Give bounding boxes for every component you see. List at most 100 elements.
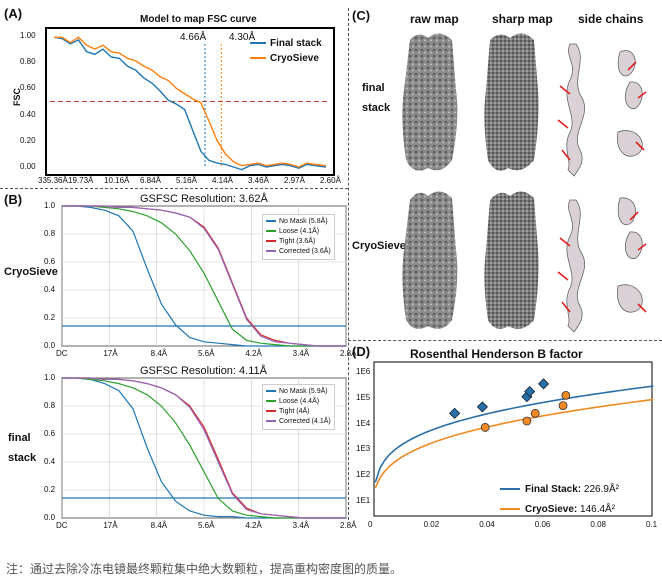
bfactor-point-final <box>538 378 550 390</box>
panel-d-frame <box>373 361 653 517</box>
a-ytick: 0.60 <box>20 83 36 93</box>
panel-c-row1-label: final stack <box>362 78 390 118</box>
a-xtick: 10.16Å <box>104 176 130 185</box>
legend-text: Loose (4.1Å) <box>279 228 320 235</box>
bfactor-point-cryosieve <box>480 423 490 432</box>
bfactor-point-cryosieve <box>561 390 571 400</box>
legend-swatch <box>266 400 276 403</box>
legend-swatch <box>266 240 276 243</box>
panel-b-bottom-title: GSFSC Resolution: 4.11Å <box>140 365 267 377</box>
a-ytick: 0.20 <box>20 135 36 145</box>
gsfsc-series-3 <box>62 377 346 519</box>
bfactor-point-final <box>524 385 536 398</box>
a-xtick: 5.16Å <box>176 176 197 185</box>
side-label-final: final <box>8 432 31 444</box>
bfactor-point-final <box>476 401 488 413</box>
legend-text: Corrected (4.1Å) <box>279 418 331 425</box>
legend-text: No Mask (5.8Å) <box>279 218 328 225</box>
panel-b-top-title: GSFSC Resolution: 3.62Å <box>140 193 268 205</box>
legend-final-stack: Final stack <box>270 38 322 49</box>
sharp-map-cryosieve <box>484 191 539 329</box>
row1-stack: stack <box>362 102 391 114</box>
panel-a-legend: Final stack CryoSieve <box>250 36 322 66</box>
gsfsc-legend-item: Loose (4.1Å) <box>266 227 331 237</box>
legend-swatch <box>266 420 276 423</box>
a-xtick: 335.36Å <box>38 176 68 185</box>
panel-d-legend: Final Stack: 226.9Å² CryoSieve: 146.4Å² <box>500 480 619 520</box>
panel-a-res-1: 4.66Å <box>180 32 207 43</box>
gsfsc-series-1 <box>62 205 346 347</box>
bfactor-point-cryosieve <box>522 416 532 426</box>
panel-a-xticks: 335.36Å 19.73Å 10.16Å 6.84Å 5.16Å 4.14Å 3.46Å 2… <box>0 176 348 188</box>
a-xtick: 19.73Å <box>68 176 94 185</box>
divider-right <box>348 340 662 341</box>
gsfsc-legend-item: Corrected (3.6Å) <box>266 247 331 257</box>
a-ytick: 0.80 <box>20 57 36 67</box>
panel-b-bottom-legend: No Mask (5.9Å) Loose (4.4Å) Tight (4Å) Corr… <box>262 384 335 430</box>
gsfsc-legend-item: No Mask (5.8Å) <box>266 217 331 227</box>
legend-swatch <box>266 390 276 393</box>
a-xtick: 3.46Å <box>248 176 269 185</box>
raw-map-final <box>402 33 458 171</box>
panel-b-top-side-label: CryoSieve <box>4 266 58 278</box>
legend-swatch-final-d <box>500 488 520 491</box>
legend-swatch-cryosieve <box>250 57 266 60</box>
gsfsc-legend-item: No Mask (5.9Å) <box>266 387 331 397</box>
divider-vertical <box>348 8 349 520</box>
legend-d-final-name: Final Stack: <box>525 484 582 495</box>
legend-d-cryo-name: CryoSieve: <box>525 504 578 515</box>
gsfsc-legend-item: Tight (4Å) <box>266 407 331 417</box>
legend-swatch <box>266 230 276 233</box>
divider-left <box>0 188 348 189</box>
a-xtick: 2.60Å <box>320 176 341 185</box>
legend-d-final-value: 226.9Å² <box>583 484 619 495</box>
panel-b-bottom-side-label: final stack <box>8 428 36 468</box>
legend-swatch <box>266 410 276 413</box>
legend-cryosieve: CryoSieve <box>270 53 319 64</box>
legend-text: Tight (4Å) <box>279 408 310 415</box>
legend-text: Corrected (3.6Å) <box>279 248 331 255</box>
side-label-stack: stack <box>8 452 37 464</box>
bfactor-fit-cryosieve <box>374 398 654 489</box>
col-header-sharp: sharp map <box>492 12 553 26</box>
panel-c-label: (C) <box>352 8 371 23</box>
col-header-side: side chains <box>578 12 644 26</box>
panel-a-title: Model to map FSC curve <box>140 14 257 25</box>
panel-b-label: (B) <box>4 192 23 207</box>
bfactor-fit-final <box>374 385 654 483</box>
legend-text: No Mask (5.9Å) <box>279 388 328 395</box>
row1-final: final <box>362 82 385 94</box>
figure-caption: 注：通过去除冷冻电镜最终颗粒集中绝大数颗粒，提高重构密度图的质量。 <box>6 562 403 576</box>
legend-text: Loose (4.4Å) <box>279 398 320 405</box>
legend-swatch-cryosieve-d <box>500 508 520 511</box>
panel-a-res-2: 4.30Å <box>229 32 256 43</box>
a-xtick: 6.84Å <box>140 176 161 185</box>
raw-map-cryosieve <box>402 191 458 329</box>
panel-a-label: (A) <box>4 6 23 21</box>
gsfsc-legend-item: Corrected (4.1Å) <box>266 417 331 427</box>
legend-d-cryo-value: 146.4Å² <box>580 504 616 515</box>
panel-a-frame <box>45 27 335 176</box>
a-ytick: 0.40 <box>20 109 36 119</box>
panel-c-row2-label: CryoSieve <box>352 240 406 252</box>
panel-c-maps <box>402 33 647 333</box>
side-chains-final <box>566 43 643 177</box>
gsfsc-legend-item: Loose (4.4Å) <box>266 397 331 407</box>
gsfsc-series-3 <box>62 205 346 347</box>
panel-d-chart <box>373 361 654 517</box>
fsc-series-0 <box>53 36 327 171</box>
a-ytick: 1.00 <box>20 31 36 40</box>
red-arrows <box>557 61 647 313</box>
gsfsc-legend-item: Tight (3.6Å) <box>266 237 331 247</box>
legend-swatch <box>266 250 276 253</box>
panel-a-chart <box>45 27 335 176</box>
legend-swatch <box>266 220 276 223</box>
bfactor-point-cryosieve <box>530 408 540 418</box>
bfactor-point-final <box>449 407 461 419</box>
bfactor-point-cryosieve <box>558 401 568 411</box>
legend-text: Tight (3.6Å) <box>279 238 316 245</box>
a-xtick: 2.97Å <box>284 176 305 185</box>
col-header-raw: raw map <box>410 12 459 26</box>
a-ytick: 0.00 <box>20 162 36 171</box>
panel-d-title: Rosenthal Henderson B factor <box>410 347 583 361</box>
